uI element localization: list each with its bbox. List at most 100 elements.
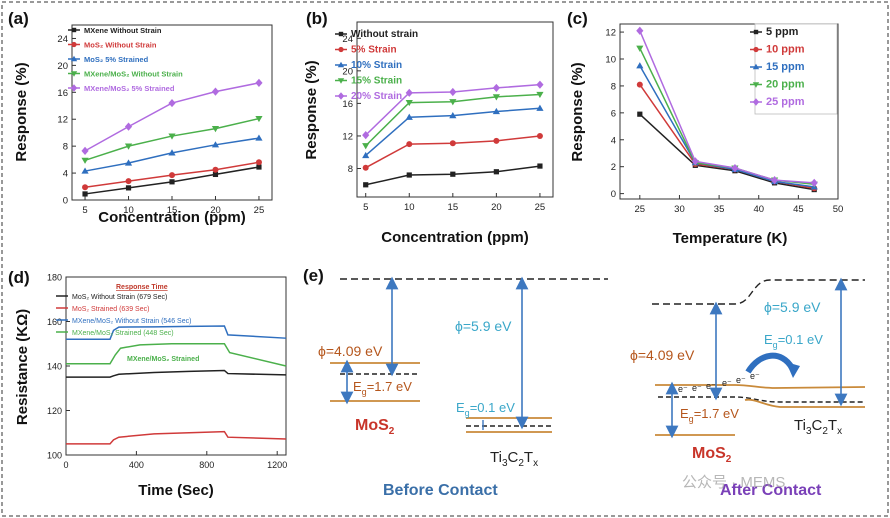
panel_b-point-1-2	[449, 140, 456, 147]
panel_a-chart: (a) 5 10 15 20 25 0 4 8 12 16 20 24 Concentration (pp…	[8, 9, 273, 226]
panel_c-point-4-0	[636, 26, 644, 35]
panel_c-legend-label-4: 25 ppm	[766, 96, 805, 108]
panel_d-legend-label-1: MoS₂ Strained (639 Sec)	[72, 306, 149, 313]
panel_c-ytick-label: 12	[605, 28, 616, 39]
mos2-name-after: MoS2	[692, 445, 732, 465]
panel_a-point-2-3	[211, 141, 220, 148]
panel_d-series-line-3	[66, 343, 287, 367]
panel_c-label: (c)	[567, 9, 588, 28]
panel_a-point-4-4	[255, 78, 263, 87]
panel_c-ytick-label: 4	[611, 135, 616, 146]
watermark: 公众号 · MEMS	[682, 474, 785, 491]
electron-6: e⁻	[750, 371, 760, 381]
panel_b-point-3-4	[536, 91, 544, 99]
mxene-work-function-after: ϕ=5.9 eV	[764, 299, 821, 315]
panel_c-xtick-label: 30	[674, 204, 685, 215]
panel_c-point-4-1	[691, 157, 699, 166]
panel_a-ytick-label: 16	[57, 88, 68, 99]
mxene-bandgap-before: Eg=0.1 eV	[456, 400, 515, 418]
panel_b-legend-marker-3	[337, 78, 345, 84]
panel_d-series-line-0	[66, 369, 287, 378]
mxene-name-after: Ti3C2Tx	[794, 417, 842, 437]
panel_c-chart: (c) 25 30 35 40 45 50 0 2 4 6 8 10 12 Temperature (K) R…	[567, 9, 843, 247]
panel_c-point-4-2	[731, 163, 739, 173]
panel_a-point-3-1	[124, 143, 133, 150]
panel_a-ylabel: Response (%)	[13, 62, 30, 161]
panel_d-xtick-label: 0	[63, 460, 68, 470]
panel_a-point-4-1	[124, 122, 133, 131]
panel_c-point-4-3	[770, 176, 779, 185]
panel_c-ytick-label: 2	[611, 162, 616, 173]
panel_c-legend-label-2: 15 ppm	[766, 61, 805, 73]
panel_b-point-2-4	[536, 104, 544, 111]
panel_a-legend-label-4: MXene/MoS₂ 5% Strained	[84, 84, 175, 93]
panel_a-point-3-0	[81, 157, 89, 164]
panel_b-point-4-2	[449, 87, 457, 97]
panel_b-ytick-label: 8	[348, 164, 353, 175]
panel_a-legend-marker-4	[70, 84, 78, 92]
panel_c-legend-marker-3	[752, 82, 760, 88]
panel_a-ytick-label: 24	[57, 34, 68, 45]
panel_b-xtick-label: 20	[491, 202, 502, 213]
electron-4: e⁻	[722, 378, 732, 388]
panel_d-legend-label-0: MoS₂ Without Strain (679 Sec)	[72, 294, 167, 301]
panel_c-ytick-label: 0	[611, 189, 616, 200]
panel_a-ytick-label: 4	[63, 169, 68, 180]
panel_a-point-1-1	[125, 178, 132, 185]
mxene-bandgap-after: Eg=0.1 eV	[764, 332, 823, 350]
panel_c-legend-label-0: 5 ppm	[766, 26, 799, 38]
panel_c-legend-marker-1	[753, 46, 759, 53]
band-diagram: (e) ϕ=4.09 eV Eg=1.7 eV MoS2 ϕ=5.9 eV Eg…	[303, 266, 866, 499]
panel_c-point-4-4	[810, 178, 818, 187]
panel_c-legend-box	[754, 23, 838, 115]
caption-before-contact: Before Contact	[383, 482, 498, 499]
panel_a-xtick-label: 15	[167, 205, 178, 216]
mxene-name-before: Ti3C2Tx	[490, 449, 538, 469]
panel_d-label: (d)	[8, 268, 30, 287]
panel_a-point-0-2	[169, 179, 175, 185]
mos2-bandgap-before: Eg=1.7 eV	[353, 379, 412, 397]
panel_a-point-4-2	[168, 98, 176, 108]
panel_a-point-3-3	[211, 126, 220, 133]
panel_c-series-line-0	[639, 113, 815, 191]
panel_a-xtick-label: 20	[210, 205, 221, 216]
panel_a-point-0-0	[82, 191, 88, 197]
panel_c-ytick-label: 10	[605, 55, 616, 66]
panel_b-point-4-0	[362, 131, 370, 140]
panel_b-chart: (b) 5 10 15 20 25 8 12 16 20 24 Concentration (ppm)…	[303, 9, 554, 246]
panel_a-xtick-label: 25	[254, 205, 265, 216]
panel_b-point-4-3	[492, 83, 500, 93]
panel_a-legend-marker-0	[71, 27, 77, 33]
panel_c-xtick-label: 45	[793, 204, 804, 215]
panel_c-ytick-label: 6	[611, 108, 616, 119]
panel_a-legend-marker-2	[70, 55, 78, 62]
panel_b-xtick-label: 25	[535, 202, 546, 213]
panel_a-legend-label-2: MoS₂ 5% Strained	[84, 55, 149, 64]
panel_a-series-line-4	[84, 82, 260, 152]
mos2-work-function-after: ϕ=4.09 eV	[630, 347, 695, 363]
panel_b-point-3-1	[405, 99, 413, 107]
electron-3: e⁻	[706, 381, 716, 391]
panel_b-point-0-0	[363, 182, 369, 188]
panel_a-point-2-1	[124, 159, 133, 166]
panel_a-point-0-4	[256, 164, 262, 170]
panel_b-xtick-label: 5	[363, 202, 368, 213]
panel_a-point-3-2	[168, 133, 176, 140]
panel_b-legend-marker-4	[337, 92, 345, 100]
panel_b-point-1-3	[493, 137, 500, 144]
panel_a-xlabel: Concentration (ppm)	[98, 209, 246, 226]
panel_a-point-2-0	[81, 167, 89, 174]
mxene-vb-after	[744, 398, 865, 408]
panel_d-xtick-label: 800	[199, 460, 214, 470]
panel_d-series-line-2	[66, 325, 287, 341]
caption-after-contact: After Contact	[720, 482, 822, 499]
panel_b-xtick-label: 15	[448, 202, 459, 213]
panel_b-point-3-2	[449, 99, 457, 106]
panel_b-point-2-2	[449, 112, 457, 119]
panel_b-legend-marker-0	[338, 31, 344, 37]
panel_b-ytick-label: 12	[342, 131, 353, 142]
panel-label-e: (e)	[303, 266, 324, 285]
panel_b-plot-frame	[356, 21, 554, 198]
